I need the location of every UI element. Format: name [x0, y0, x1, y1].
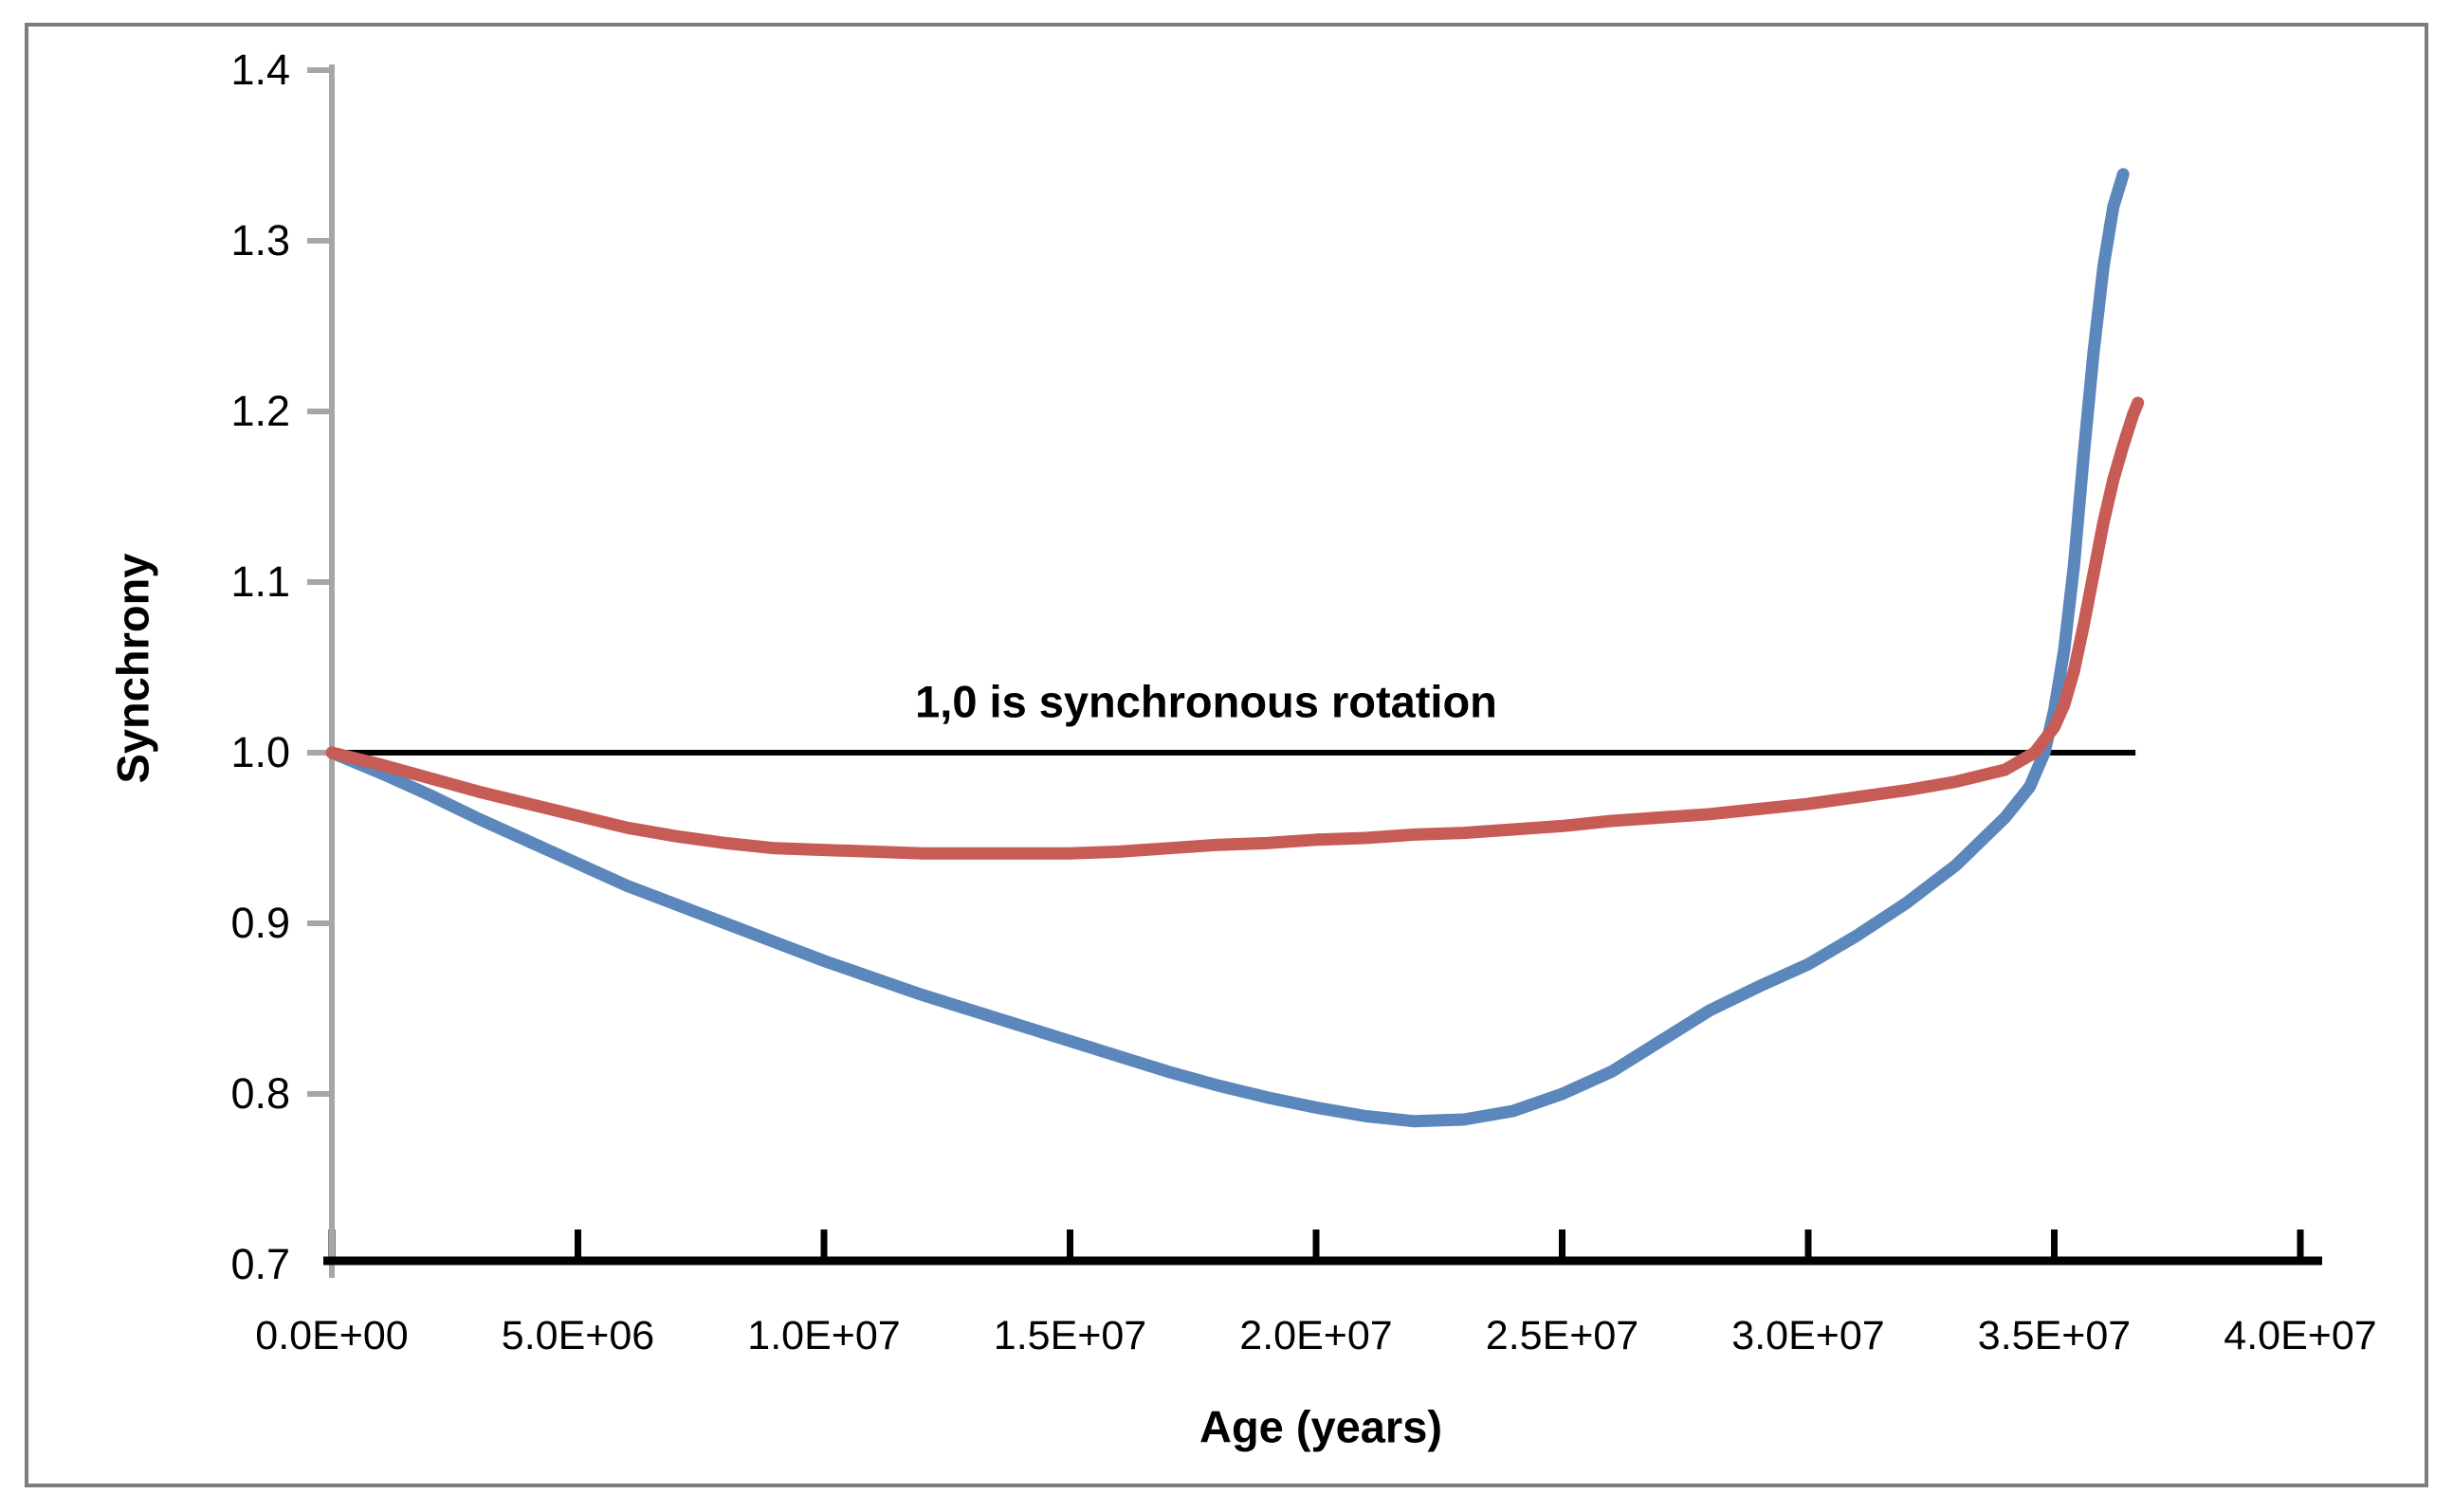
- x-tick-label: 5.0E+06: [501, 1313, 655, 1358]
- series-2-red-line: [325, 396, 2145, 860]
- reference-line-annotation: 1,0 is synchronous rotation: [915, 676, 1497, 727]
- x-tick-label: 0.0E+00: [255, 1313, 409, 1358]
- x-axis-tick-marks: [328, 1230, 2304, 1257]
- x-tick-label: 4.0E+07: [2224, 1313, 2377, 1358]
- y-tick-label: 1.4: [230, 46, 290, 94]
- chart-outer-frame: [25, 23, 2428, 1487]
- x-axis-title: Age (years): [1199, 1401, 1442, 1452]
- y-tick-label: 1.3: [230, 216, 290, 264]
- y-tick-label: 0.7: [230, 1240, 290, 1288]
- x-tick-label: 3.5E+07: [1977, 1313, 2132, 1358]
- x-tick-label: 1.0E+07: [747, 1313, 901, 1358]
- x-tick-label: 3.0E+07: [1731, 1313, 1885, 1358]
- y-tick-label: 0.8: [230, 1069, 290, 1118]
- y-tick-label: 1.2: [230, 387, 290, 435]
- x-tick-label: 2.5E+07: [1485, 1313, 1639, 1358]
- x-tick-label: 1.5E+07: [993, 1313, 1147, 1358]
- y-tick-label: 0.9: [230, 899, 290, 947]
- y-tick-label: 1.1: [230, 557, 290, 606]
- y-tick-label: 1.0: [230, 728, 290, 776]
- y-axis-tick-marks: [307, 67, 332, 1097]
- y-axis-title: Synchrony: [107, 553, 158, 784]
- x-tick-label: 2.0E+07: [1239, 1313, 1393, 1358]
